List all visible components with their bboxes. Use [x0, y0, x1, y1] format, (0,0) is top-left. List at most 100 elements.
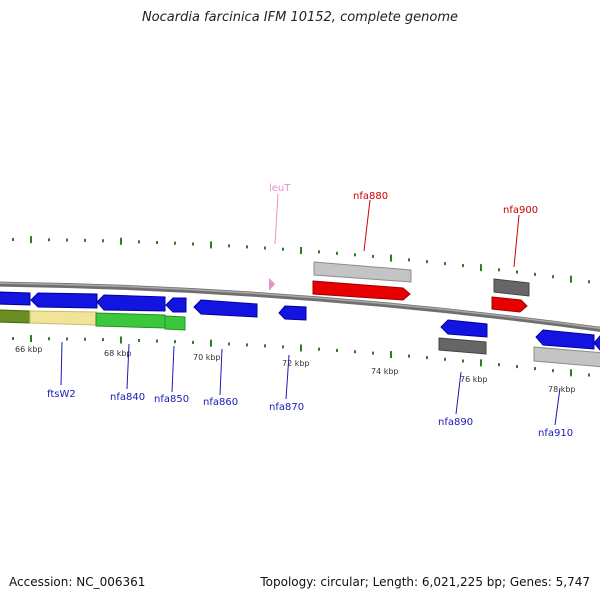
- outer-tick: [588, 280, 590, 284]
- gene-nfa860[interactable]: [193, 299, 258, 318]
- inner-tick: [408, 354, 410, 358]
- gene-green-band-2[interactable]: [164, 315, 186, 331]
- kbp-label-72: 72 kbp: [282, 359, 310, 368]
- leader-leuT: [274, 193, 279, 245]
- gene-nfa910[interactable]: [535, 329, 595, 350]
- outer-tick: [282, 247, 284, 251]
- outer-tick: [246, 245, 248, 249]
- outer-tick: [534, 272, 536, 276]
- outer-tick: [264, 246, 266, 250]
- inner-tick: [246, 343, 248, 347]
- leader-ftsW2: [60, 341, 63, 386]
- leader-nfa840: [126, 343, 130, 390]
- inner-tick: [192, 340, 194, 344]
- inner-tick: [30, 335, 32, 343]
- inner-tick: [174, 340, 176, 344]
- gene-nfa850[interactable]: [165, 297, 187, 313]
- kbp-label-78: 78 kbp: [548, 385, 576, 394]
- outer-tick: [462, 264, 464, 268]
- outer-tick: [174, 241, 176, 245]
- gene-dark-gray-upper-2[interactable]: [493, 278, 530, 297]
- gene-yellow-band[interactable]: [29, 310, 97, 326]
- outer-tick: [480, 264, 482, 272]
- inner-tick: [228, 342, 230, 346]
- leader-nfa870: [285, 354, 290, 400]
- outer-tick: [516, 270, 518, 274]
- outer-tick: [66, 238, 68, 242]
- outer-tick: [48, 238, 50, 242]
- leader-nfa880: [363, 199, 371, 252]
- inner-tick: [390, 351, 392, 359]
- inner-tick: [480, 359, 482, 367]
- outer-tick: [318, 250, 320, 254]
- inner-tick: [354, 350, 356, 354]
- trna-leuT-marker[interactable]: [269, 278, 275, 291]
- inner-tick: [588, 373, 590, 377]
- label-nfa870[interactable]: nfa870: [269, 402, 304, 413]
- leader-lines: [60, 193, 561, 426]
- outer-tick: [570, 275, 572, 283]
- gene-nfa900[interactable]: [491, 296, 528, 313]
- gene-olive-band[interactable]: [0, 309, 31, 324]
- inner-tick: [138, 339, 140, 343]
- leader-nfa850: [171, 345, 175, 393]
- gene-blue-left-edge[interactable]: [0, 291, 31, 306]
- label-nfa910[interactable]: nfa910: [538, 428, 573, 439]
- outer-tick: [354, 253, 356, 257]
- leader-nfa910: [554, 387, 561, 426]
- label-nfa840[interactable]: nfa840: [110, 392, 145, 403]
- inner-tick: [120, 336, 122, 344]
- gene-nfa870[interactable]: [278, 305, 307, 321]
- gene-dark-gray-lower[interactable]: [438, 337, 487, 355]
- gene-labels: ftsW2 nfa840 nfa850 nfa860 nfa870 nfa890…: [47, 183, 573, 439]
- inner-tick: [84, 337, 86, 341]
- inner-tick: [48, 337, 50, 341]
- outer-tick: [12, 238, 14, 242]
- kbp-label-66: 66 kbp: [15, 345, 43, 354]
- kbp-labels: 66 kbp 68 kbp 70 kbp 72 kbp 74 kbp 76 kb…: [15, 345, 576, 394]
- inner-tick-ring: [12, 335, 590, 377]
- leader-nfa860: [219, 348, 223, 396]
- map-title: Nocardia farcinica IFM 10152, complete g…: [141, 10, 459, 25]
- label-ftsW2[interactable]: ftsW2: [47, 389, 76, 400]
- label-nfa850[interactable]: nfa850: [154, 394, 189, 405]
- kbp-label-76: 76 kbp: [460, 375, 488, 384]
- gene-ftsW2[interactable]: [30, 292, 98, 309]
- leader-nfa890: [455, 371, 462, 415]
- outer-tick: [30, 236, 32, 244]
- gene-blue-right-edge[interactable]: [593, 335, 600, 351]
- gene-nfa880[interactable]: [312, 280, 411, 301]
- leader-nfa900: [513, 214, 520, 268]
- label-nfa860[interactable]: nfa860: [203, 397, 238, 408]
- inner-tick: [66, 337, 68, 341]
- label-nfa900[interactable]: nfa900: [503, 205, 538, 216]
- inner-tick: [552, 369, 554, 373]
- outer-tick: [390, 254, 392, 262]
- outer-tick: [210, 241, 212, 249]
- inner-tick: [372, 351, 374, 355]
- accession-text: Accession: NC_006361: [9, 575, 146, 589]
- outer-tick: [84, 238, 86, 242]
- inner-tick: [498, 363, 500, 367]
- inner-tick: [336, 348, 338, 352]
- gene-light-gray-upper-1[interactable]: [313, 261, 412, 283]
- inner-tick: [264, 344, 266, 348]
- label-nfa880[interactable]: nfa880: [353, 191, 388, 202]
- outer-tick: [120, 237, 122, 245]
- inner-tick: [426, 356, 428, 360]
- label-nfa890[interactable]: nfa890: [438, 417, 473, 428]
- gene-light-gray-lower[interactable]: [533, 346, 600, 368]
- upper-strand-genes: [312, 261, 530, 313]
- outer-tick: [426, 260, 428, 264]
- gene-nfa890[interactable]: [440, 319, 488, 338]
- label-leuT[interactable]: leuT: [269, 183, 291, 194]
- genome-summary-text: Topology: circular; Length: 6,021,225 bp…: [260, 575, 590, 589]
- gene-green-band-1[interactable]: [95, 312, 166, 329]
- gene-nfa840[interactable]: [96, 294, 166, 312]
- genome-backbone-highlight: [0, 282, 600, 330]
- outer-tick: [156, 240, 158, 244]
- outer-tick: [138, 240, 140, 244]
- outer-tick: [228, 244, 230, 248]
